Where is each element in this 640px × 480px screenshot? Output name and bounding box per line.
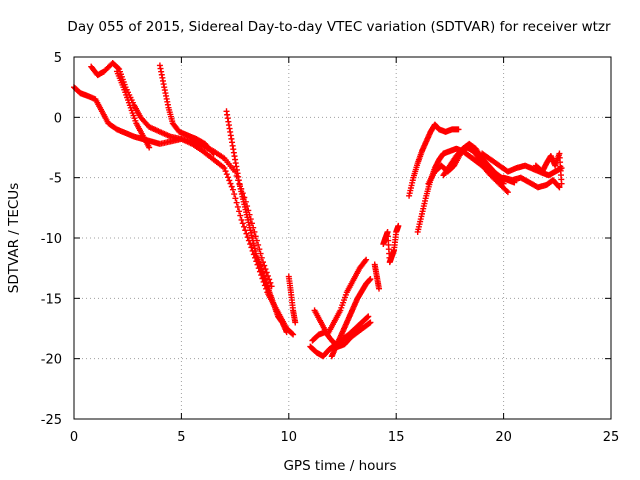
chart-title: Day 055 of 2015, Sidereal Day-to-day VTE… — [67, 19, 611, 35]
data-point — [231, 191, 238, 198]
x-tick-label: 25 — [603, 430, 620, 445]
data-point — [242, 227, 249, 234]
data-point — [262, 266, 269, 273]
data-point — [252, 233, 259, 240]
data-point — [240, 223, 247, 230]
data-point — [210, 150, 217, 157]
series-track-12 — [380, 222, 402, 266]
data-point — [290, 331, 297, 338]
data-point — [223, 171, 230, 178]
data-point — [228, 183, 235, 190]
data-point — [255, 241, 262, 248]
data-point — [289, 330, 296, 337]
y-tick-label: 0 — [54, 111, 62, 126]
data-point — [556, 184, 563, 191]
series-track-17 — [479, 150, 565, 179]
data-point — [247, 216, 254, 223]
y-tick-label: -5 — [49, 172, 62, 187]
series-track-11 — [371, 261, 383, 292]
series-track-1 — [71, 84, 297, 338]
data-point — [229, 186, 236, 193]
data-point — [555, 183, 562, 190]
data-point — [225, 174, 232, 181]
data-point — [365, 313, 372, 320]
series-track-8 — [309, 319, 374, 350]
x-tick-label: 20 — [495, 430, 512, 445]
data-point — [362, 257, 369, 264]
data-point — [263, 269, 270, 276]
data-point — [239, 220, 246, 227]
series-track-10 — [328, 276, 374, 360]
data-point — [237, 212, 244, 219]
data-point — [251, 228, 258, 235]
data-point — [376, 285, 383, 292]
y-tick-label: 5 — [54, 51, 62, 66]
data-point — [244, 234, 251, 241]
series-track-4 — [156, 62, 217, 157]
x-tick-label: 5 — [177, 430, 185, 445]
data-point — [267, 279, 274, 286]
data-point — [227, 180, 234, 187]
data-point — [364, 314, 371, 321]
data-point — [115, 65, 122, 72]
data-point — [233, 199, 240, 206]
data-point — [503, 187, 510, 194]
y-tick-label: -25 — [41, 413, 62, 428]
data-point — [222, 168, 229, 175]
series-track-3 — [113, 68, 153, 151]
data-point — [261, 262, 268, 269]
x-tick-label: 10 — [281, 430, 298, 445]
data-point — [146, 144, 153, 151]
data-point — [221, 165, 228, 172]
data-point — [236, 208, 243, 215]
y-tick-label: -20 — [41, 353, 62, 368]
data-points — [71, 60, 565, 360]
series-track-5 — [223, 108, 290, 336]
axis-ticks: 0 5 10 15 20 25 -25 -20 -15 -10 -5 0 5 — [41, 51, 620, 445]
series-track-19 — [532, 150, 565, 187]
data-point — [268, 283, 275, 290]
data-point — [455, 126, 462, 133]
series-track-2 — [88, 60, 275, 290]
y-axis-label: SDTVAR / TECUs — [6, 183, 22, 293]
data-point — [238, 216, 245, 223]
series-track-14 — [414, 145, 511, 235]
grid-lines — [74, 57, 611, 419]
x-tick-label: 0 — [70, 430, 78, 445]
data-point — [367, 319, 374, 326]
series-track-9 — [311, 256, 370, 338]
data-point — [292, 319, 299, 326]
data-point — [226, 177, 233, 184]
data-point — [266, 276, 273, 283]
data-point — [367, 276, 374, 283]
data-point — [264, 272, 271, 279]
data-point — [232, 195, 239, 202]
data-point — [234, 203, 241, 210]
data-point — [395, 222, 402, 229]
data-point — [256, 246, 263, 253]
data-point — [247, 241, 254, 248]
x-tick-label: 15 — [388, 430, 405, 445]
data-point — [260, 259, 267, 266]
y-tick-label: -15 — [41, 292, 62, 307]
data-point — [504, 189, 511, 196]
series-track-6 — [285, 273, 299, 326]
y-tick-label: -10 — [41, 232, 62, 247]
x-axis-label: GPS time / hours — [283, 458, 396, 474]
data-point — [558, 180, 565, 187]
data-point — [363, 256, 370, 263]
series-track-18 — [500, 174, 563, 191]
series-track-13 — [406, 121, 462, 199]
data-point — [283, 329, 290, 336]
data-point — [243, 230, 250, 237]
